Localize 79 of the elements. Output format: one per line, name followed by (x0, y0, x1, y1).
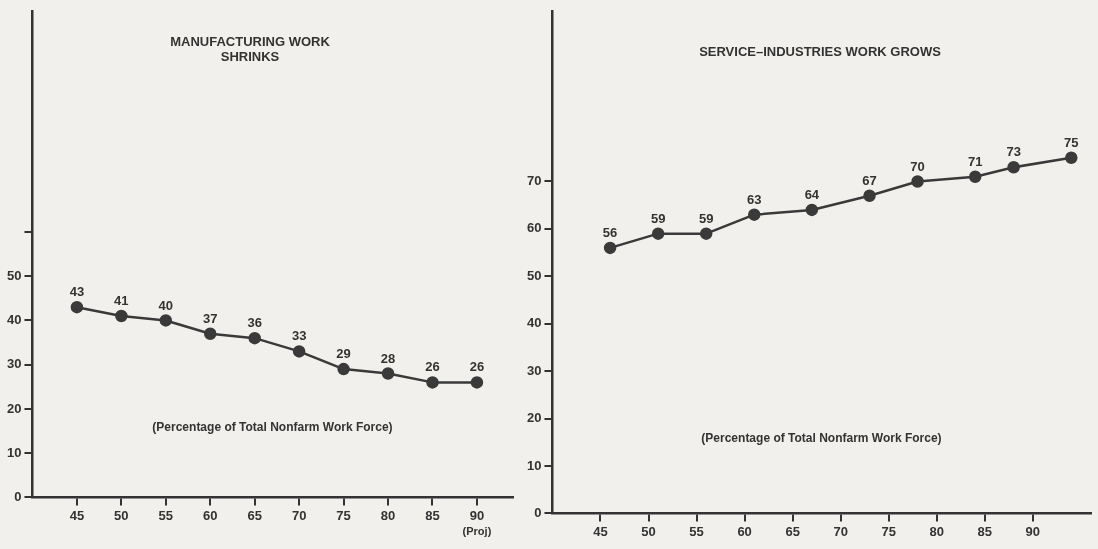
x-tick-label: 50 (641, 523, 656, 539)
point (337, 362, 350, 376)
point (381, 367, 395, 380)
x-tick-label: 55 (689, 523, 704, 539)
x-tick-label: 80 (380, 507, 396, 523)
text: (Proj) (462, 525, 492, 538)
x-tick-label: 70 (833, 523, 848, 539)
x-tick-label: 65 (785, 523, 800, 539)
y-tick-label: 10 (526, 457, 542, 473)
x-tick-label: 60 (737, 523, 752, 539)
point (115, 309, 128, 323)
data-label: 73 (1006, 144, 1021, 160)
point (426, 376, 439, 389)
point (805, 203, 819, 217)
data-label: 28 (380, 350, 396, 366)
x-tick-label: 90 (469, 507, 485, 523)
y-tick-label: 30 (526, 362, 542, 378)
data-label: 41 (114, 293, 129, 309)
y-tick-label: 70 (526, 173, 542, 189)
x-tick-label: 75 (336, 507, 351, 523)
y-tick-label: 10 (6, 444, 22, 460)
text: SERVICE–INDUSTRIES WORK GROWS (698, 44, 942, 59)
x-tick-label: 45 (69, 507, 85, 523)
data-label: 75 (1064, 134, 1079, 150)
data-label: 43 (69, 284, 85, 300)
data-label: 56 (602, 224, 618, 240)
data-label: 26 (469, 359, 485, 375)
point (159, 314, 173, 327)
data-label: 59 (698, 210, 714, 226)
point (747, 208, 761, 221)
point (292, 345, 306, 358)
x-tick-label: 75 (881, 523, 896, 539)
x-tick-label: 70 (291, 507, 307, 523)
x-tick-label: 60 (203, 507, 218, 523)
point (204, 327, 217, 340)
x-tick-label: 90 (1025, 523, 1041, 539)
x-tick-label: 55 (158, 507, 174, 523)
point (651, 227, 665, 240)
y-tick-label: 20 (6, 400, 22, 416)
annotation: (Percentage of Total Nonfarm Work Force) (152, 420, 393, 435)
y-tick-label: 20 (526, 410, 542, 426)
data-label: 40 (158, 297, 174, 313)
point (603, 241, 617, 255)
data-label: 63 (746, 191, 762, 207)
y-tick-label: 0 (534, 504, 542, 520)
data-label: 37 (203, 310, 218, 326)
x-tick-label: 85 (425, 507, 440, 523)
data-label: 64 (804, 187, 820, 203)
data-label: 67 (862, 172, 877, 188)
point (911, 175, 924, 188)
data-label: 33 (291, 328, 307, 344)
x-tick-label: 85 (977, 523, 993, 539)
data-label: 70 (910, 158, 925, 174)
data-label: 26 (425, 359, 440, 375)
y-tick-label: 60 (526, 220, 542, 236)
point (470, 376, 484, 389)
x-tick-label: 50 (114, 507, 129, 523)
x-tick-label: 80 (929, 523, 945, 539)
data-label: 59 (650, 210, 666, 226)
data-label: 29 (336, 346, 351, 362)
x-tick-label: 65 (247, 507, 262, 523)
y-tick-label: 30 (6, 356, 22, 372)
data-label: 36 (247, 315, 262, 331)
point (1007, 161, 1020, 174)
point (1065, 151, 1078, 165)
y-tick-label: 50 (6, 267, 22, 283)
y-tick-label: 0 (14, 488, 22, 504)
y-tick-label: 40 (6, 312, 22, 328)
data-label: 71 (967, 153, 983, 169)
point (70, 300, 84, 314)
y-tick-label: 50 (526, 267, 542, 283)
point (699, 227, 713, 240)
annotation: (Percentage of Total Nonfarm Work Force) (701, 431, 942, 446)
point (863, 189, 876, 202)
point (968, 170, 982, 183)
point (248, 331, 261, 345)
y-tick-label: 40 (526, 315, 542, 331)
x-tick-label: 45 (593, 523, 608, 539)
text: MANUFACTURING WORK SHRINKS (169, 34, 331, 64)
